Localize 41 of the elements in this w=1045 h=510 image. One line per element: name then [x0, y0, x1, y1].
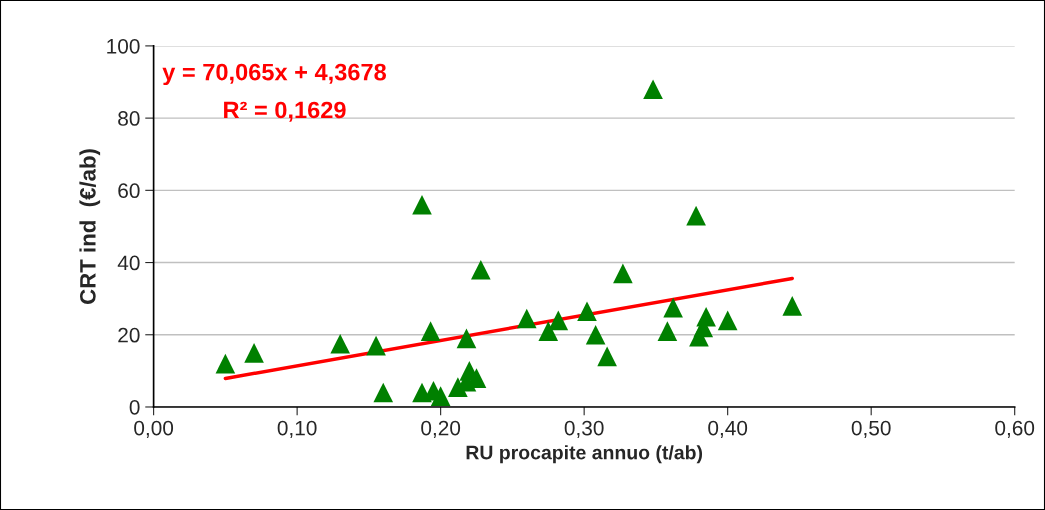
point	[420, 321, 441, 341]
point	[782, 296, 803, 316]
point	[215, 353, 236, 374]
x-axis-title: RU procapite annuo (t/ab)	[466, 445, 703, 464]
point	[471, 259, 491, 280]
point	[244, 343, 264, 363]
point	[663, 297, 683, 318]
y-axis-title: CRT ind (€/ab)	[79, 149, 101, 304]
x-tick-label: 0,40	[708, 420, 748, 438]
point	[516, 308, 537, 329]
y-tick-label: 0	[129, 399, 140, 415]
point	[548, 310, 569, 331]
y-tick-label: 80	[118, 111, 140, 126]
point	[717, 310, 738, 331]
annotation: R² = 0,1629	[224, 101, 346, 122]
x-tick-label: 0,60	[995, 420, 1035, 438]
point	[585, 324, 606, 345]
y-tick-label: 20	[118, 327, 140, 343]
x-tick-label: 0,50	[851, 420, 891, 438]
point	[430, 386, 451, 406]
x-tick-label: 0,00	[134, 420, 174, 438]
point	[577, 301, 597, 322]
point	[412, 194, 432, 215]
point	[686, 205, 706, 226]
point	[373, 382, 394, 403]
point	[613, 263, 633, 284]
x-tick-label: 0,10	[277, 420, 317, 438]
x-tick-label: 0,20	[421, 420, 461, 438]
y-tick-label: 40	[117, 255, 140, 271]
y-tick-label: 60	[118, 183, 140, 199]
point	[696, 306, 716, 327]
point	[643, 79, 663, 100]
y-tick-label: 100	[107, 38, 140, 54]
point	[597, 346, 617, 367]
x-tick-label: 0,30	[564, 420, 604, 438]
annotation: y = 70,065x + 4,3678	[162, 63, 387, 86]
point	[330, 333, 350, 354]
point	[456, 328, 477, 349]
point	[366, 335, 386, 356]
point	[657, 321, 678, 341]
point	[538, 321, 559, 341]
